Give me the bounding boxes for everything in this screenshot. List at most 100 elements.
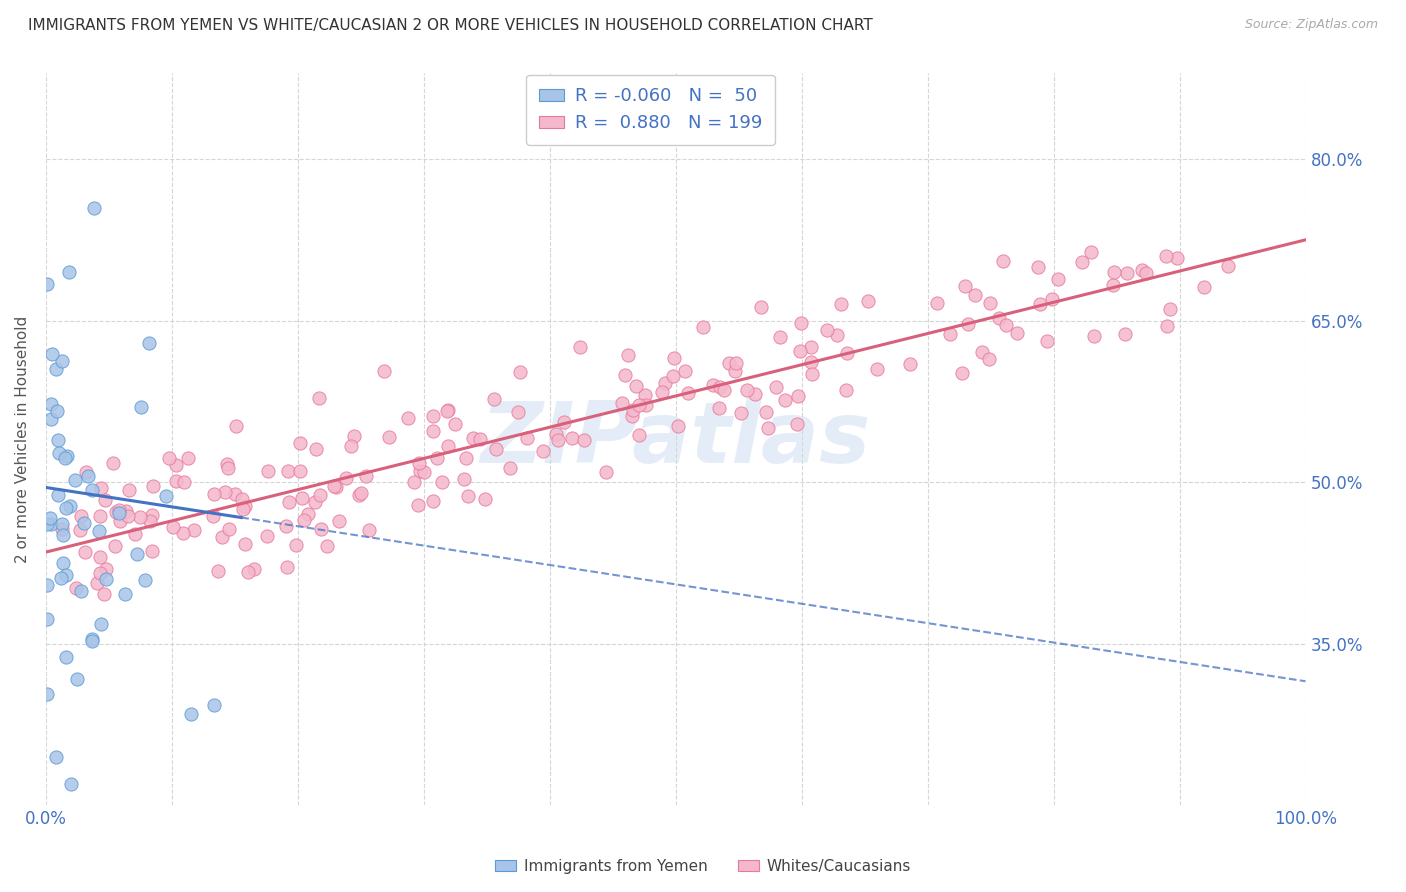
Point [744, 387, 766, 401]
Point [173, 475, 195, 489]
Point [89, 566, 111, 580]
Point [107, 506, 129, 520]
Point [666, 419, 689, 434]
Point [595, 465, 617, 479]
Point [49, 571, 72, 585]
Point [499, 461, 522, 475]
Point [547, 433, 569, 447]
Point [37, 517, 59, 532]
Point [73, 516, 96, 531]
Point [343, 429, 366, 443]
Point [749, 300, 772, 314]
Point [309, 522, 332, 536]
Point [402, 475, 425, 490]
Point [787, 389, 810, 403]
Point [800, 340, 823, 354]
Point [45, 404, 67, 418]
Point [94, 492, 117, 507]
Point [328, 514, 350, 528]
Point [86, 576, 108, 591]
Point [202, 698, 225, 712]
Point [354, 469, 377, 483]
Point [965, 288, 987, 302]
Point [323, 478, 346, 492]
Text: IMMIGRANTS FROM YEMEN VS WHITE/CAUCASIAN 2 OR MORE VEHICLES IN HOUSEHOLD CORRELA: IMMIGRANTS FROM YEMEN VS WHITE/CAUCASIAN… [28, 18, 873, 33]
Point [662, 351, 685, 366]
Point [437, 402, 460, 417]
Point [37, 277, 59, 292]
Point [422, 494, 444, 508]
Point [51, 354, 73, 368]
Point [141, 543, 163, 558]
Point [927, 296, 949, 310]
Point [231, 492, 253, 507]
Point [304, 494, 326, 508]
Point [211, 530, 233, 544]
Point [775, 392, 797, 407]
Point [89, 524, 111, 538]
Point [408, 499, 430, 513]
Point [979, 296, 1001, 310]
Point [73, 545, 96, 559]
Point [288, 464, 311, 478]
Point [37, 687, 59, 701]
Point [1040, 292, 1063, 306]
Point [202, 508, 225, 523]
Point [432, 475, 454, 489]
Point [1071, 254, 1094, 268]
Point [233, 537, 256, 551]
Point [39, 516, 62, 531]
Point [172, 526, 194, 541]
Point [800, 368, 823, 382]
Point [257, 465, 280, 479]
Point [1007, 326, 1029, 341]
Point [108, 514, 131, 528]
Text: ZIPatlas: ZIPatlas [481, 398, 870, 481]
Point [568, 340, 591, 354]
Point [825, 328, 848, 343]
Point [724, 356, 747, 370]
Point [142, 479, 165, 493]
Point [713, 383, 735, 397]
Point [46, 488, 69, 502]
Point [457, 489, 479, 503]
Point [308, 391, 330, 405]
Point [396, 411, 419, 425]
Point [730, 406, 752, 420]
Point [291, 491, 314, 505]
Point [80, 483, 103, 497]
Legend: R = -0.060   N =  50, R =  0.880   N = 199: R = -0.060 N = 50, R = 0.880 N = 199 [526, 75, 775, 145]
Point [243, 562, 266, 576]
Point [125, 547, 148, 561]
Point [129, 401, 152, 415]
Point [325, 480, 347, 494]
Point [1102, 265, 1125, 279]
Point [183, 524, 205, 538]
Point [51, 517, 73, 532]
Point [1166, 251, 1188, 265]
Point [676, 385, 699, 400]
Point [950, 366, 973, 380]
Point [994, 318, 1017, 332]
Point [276, 559, 298, 574]
Point [308, 488, 330, 502]
Point [128, 509, 150, 524]
Point [101, 456, 124, 470]
Point [277, 464, 299, 478]
Point [207, 564, 229, 578]
Point [80, 633, 103, 648]
Y-axis label: 2 or more Vehicles in Household: 2 or more Vehicles in Household [15, 316, 30, 563]
Point [444, 417, 467, 431]
Point [624, 378, 647, 392]
Text: Source: ZipAtlas.com: Source: ZipAtlas.com [1244, 18, 1378, 31]
Point [65, 582, 87, 596]
Point [1218, 260, 1240, 274]
Point [661, 368, 683, 383]
Point [52, 527, 75, 541]
Point [408, 456, 430, 470]
Point [1159, 302, 1181, 317]
Point [225, 419, 247, 434]
Point [96, 572, 118, 586]
Point [155, 489, 177, 503]
Point [141, 508, 163, 522]
